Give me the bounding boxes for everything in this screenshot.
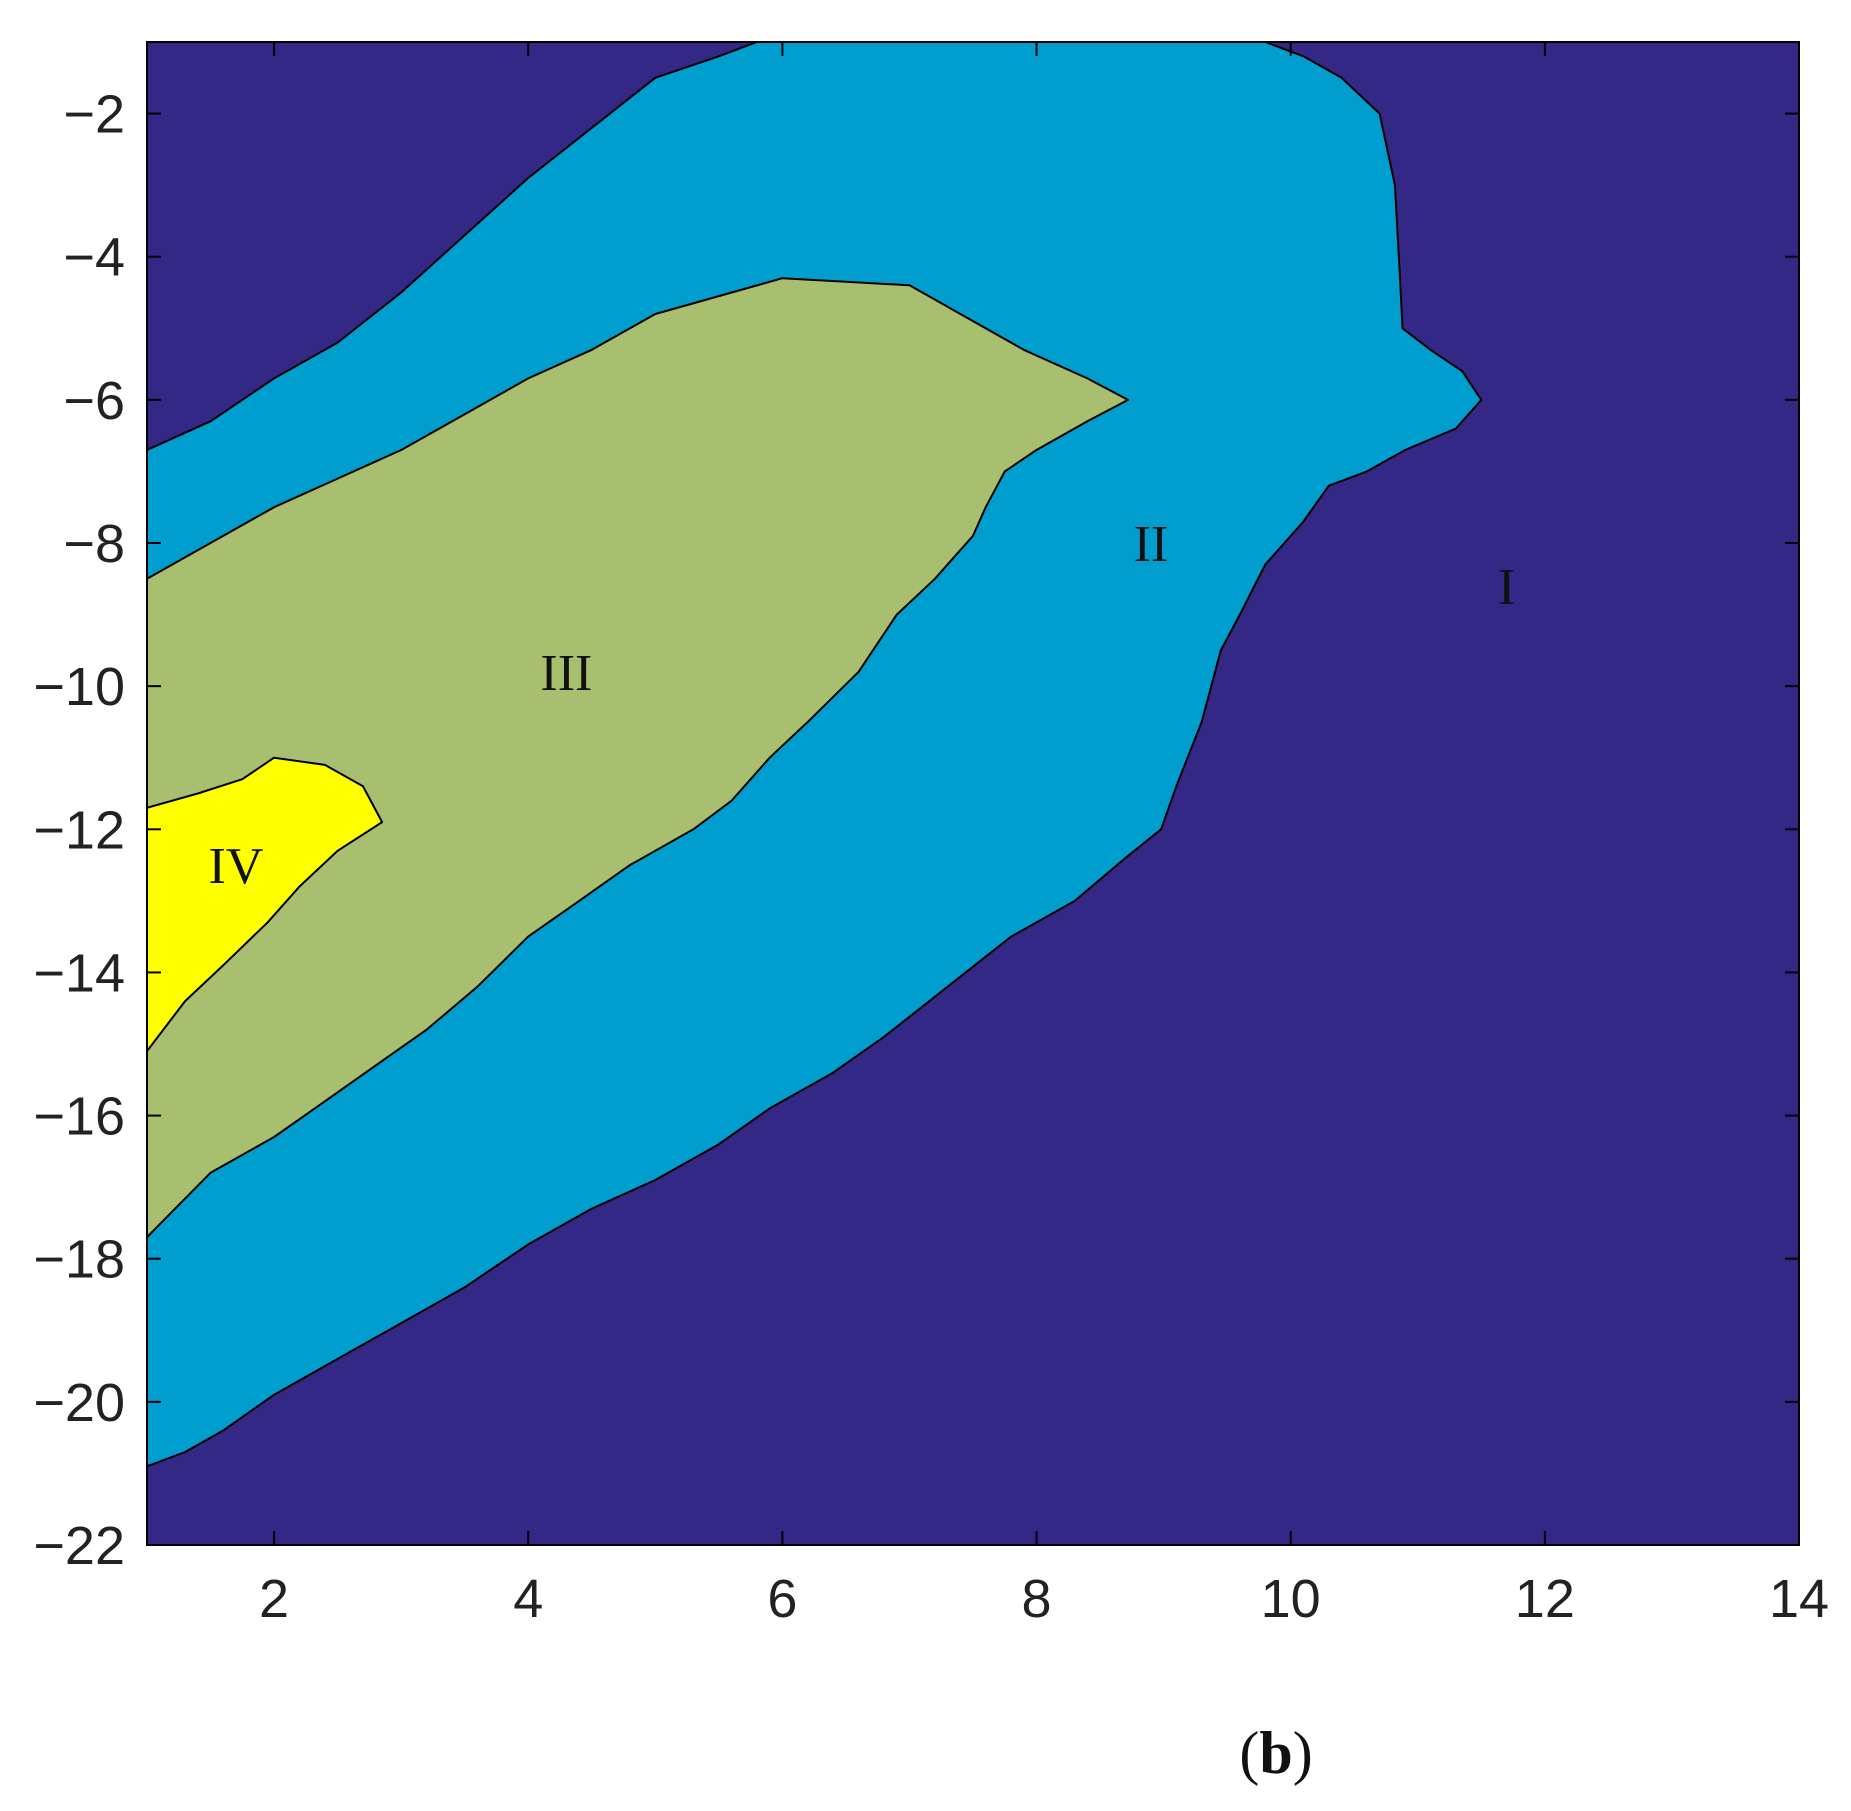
y-tick-label: −22 bbox=[33, 1516, 125, 1576]
region-iv bbox=[147, 756, 384, 1053]
y-tick-label: −12 bbox=[33, 800, 125, 860]
x-tick-label: 10 bbox=[1261, 1569, 1321, 1629]
x-axis-ticks: 2 4 6 8 10 12 14 bbox=[259, 42, 1829, 1629]
region-label-i: I bbox=[1498, 559, 1515, 616]
region-iii bbox=[147, 277, 1129, 1239]
x-tick-label: 8 bbox=[1022, 1569, 1052, 1629]
y-tick-label: −4 bbox=[63, 228, 125, 288]
x-tick-label: 6 bbox=[767, 1569, 797, 1629]
y-tick-label: −16 bbox=[33, 1087, 125, 1147]
x-tick-label: 14 bbox=[1769, 1569, 1829, 1629]
plot-area bbox=[147, 42, 1799, 1545]
plot-frame bbox=[146, 41, 1800, 1546]
y-tick-label: −6 bbox=[63, 371, 125, 431]
x-tick-label: 12 bbox=[1515, 1569, 1575, 1629]
panel-label: (b) bbox=[1239, 1720, 1312, 1786]
x-tick-label: 4 bbox=[513, 1569, 543, 1629]
panel-label-letter: b bbox=[1259, 1720, 1292, 1786]
y-tick-label: −8 bbox=[63, 514, 125, 574]
y-tick-label: −2 bbox=[63, 85, 125, 145]
y-tick-label: −10 bbox=[33, 657, 125, 717]
x-tick-label: 2 bbox=[259, 1569, 289, 1629]
region-label-iii: III bbox=[540, 645, 592, 702]
region-ii bbox=[147, 42, 1483, 1468]
y-axis-ticks: −22 −20 −18 −16 −14 −12 −10 −8 −6 −4 −2 bbox=[33, 85, 1799, 1576]
y-tick-label: −14 bbox=[33, 943, 125, 1003]
panel-label-close: ) bbox=[1293, 1720, 1313, 1786]
region-label-iv: IV bbox=[209, 838, 264, 895]
region-label-ii: II bbox=[1134, 516, 1169, 573]
y-tick-label: −20 bbox=[33, 1373, 125, 1433]
panel-label-open: ( bbox=[1239, 1720, 1259, 1786]
y-tick-label: −18 bbox=[33, 1230, 125, 1290]
